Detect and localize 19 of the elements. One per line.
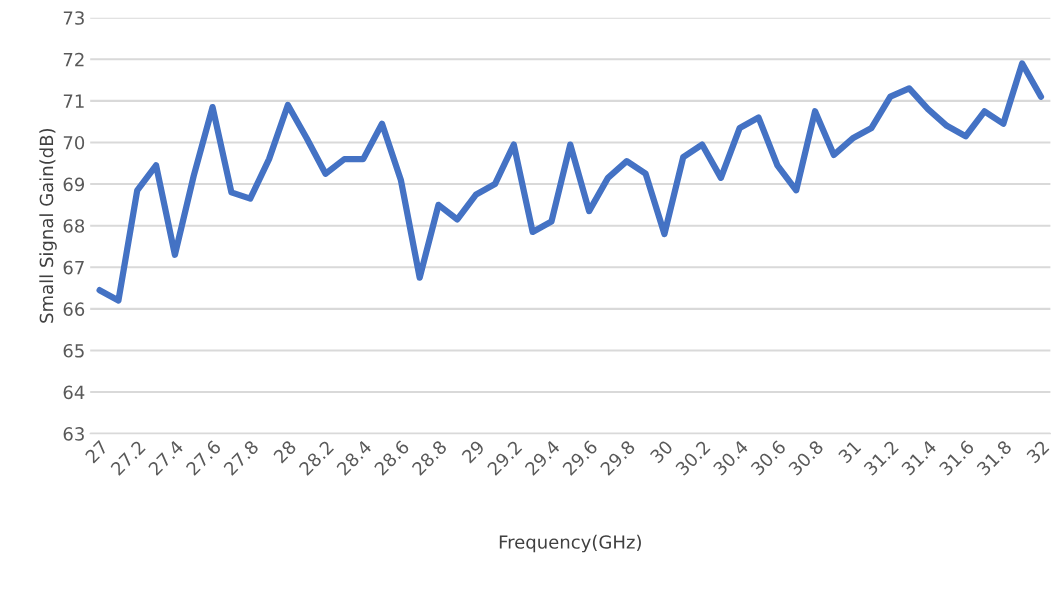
y-tick-label: 68 bbox=[63, 219, 85, 233]
y-tick-label: 65 bbox=[63, 343, 84, 358]
x-axis-title: Frequency(GHz) bbox=[499, 534, 641, 553]
x-tick-label: 28 bbox=[272, 439, 297, 464]
x-tick-label: 27 bbox=[84, 439, 109, 464]
y-axis-title: Small Signal Gain(dB) bbox=[39, 128, 57, 323]
x-tick-label: 31 bbox=[837, 439, 862, 464]
y-tick-label: 66 bbox=[63, 302, 85, 316]
y-tick-label: 71 bbox=[63, 94, 84, 108]
y-tick-label: 67 bbox=[63, 260, 84, 275]
y-tick-label: 72 bbox=[63, 52, 84, 67]
x-tick-label: 29 bbox=[461, 439, 486, 464]
y-tick-label: 69 bbox=[63, 177, 85, 192]
y-tick-label: 73 bbox=[63, 11, 84, 25]
x-tick-label: 30 bbox=[649, 439, 674, 464]
y-tick-label: 70 bbox=[63, 135, 85, 150]
x-tick-label: 32 bbox=[1025, 440, 1050, 464]
y-tick-label: 63 bbox=[63, 427, 84, 441]
y-tick-label: 64 bbox=[63, 385, 85, 400]
